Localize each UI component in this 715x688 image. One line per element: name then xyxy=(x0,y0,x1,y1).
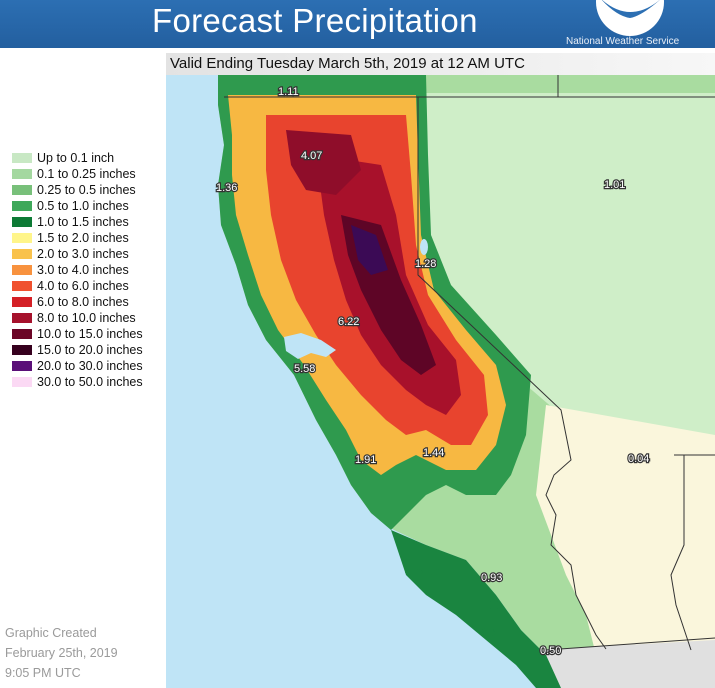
value-label: 0.50 xyxy=(540,645,561,657)
legend-item: 4.0 to 6.0 inches xyxy=(12,278,143,294)
legend-item: Up to 0.1 inch xyxy=(12,150,143,166)
nws-logo-icon xyxy=(596,0,664,36)
value-label: 4.07 xyxy=(301,150,322,162)
legend-label: Up to 0.1 inch xyxy=(37,151,115,165)
legend-item: 0.25 to 0.5 inches xyxy=(12,182,143,198)
channel-island xyxy=(483,630,495,636)
valid-time-text: Valid Ending Tuesday March 5th, 2019 at … xyxy=(170,55,525,72)
legend-item: 8.0 to 10.0 inches xyxy=(12,310,143,326)
state-border xyxy=(224,96,607,650)
nevada-light-zone xyxy=(424,93,715,465)
legend-label: 0.25 to 0.5 inches xyxy=(37,183,136,197)
channel-island xyxy=(405,569,423,575)
legend-swatch xyxy=(12,217,32,227)
legend-swatch xyxy=(12,201,32,211)
legend-label: 0.5 to 1.0 inches xyxy=(37,199,129,213)
legend-swatch xyxy=(12,249,32,259)
legend-item: 20.0 to 30.0 inches xyxy=(12,358,143,374)
legend-swatch xyxy=(12,361,32,371)
value-label: 1.28 xyxy=(415,258,436,270)
legend-swatch xyxy=(12,313,32,323)
max-purple-core xyxy=(351,225,388,275)
legend-swatch xyxy=(12,377,32,387)
legend-item: 15.0 to 20.0 inches xyxy=(12,342,143,358)
legend-label: 30.0 to 50.0 inches xyxy=(37,375,143,389)
header-bar: Forecast Precipitation National Weather … xyxy=(0,0,715,48)
legend: Up to 0.1 inch 0.1 to 0.25 inches 0.25 to … xyxy=(12,150,143,390)
value-label: 1.11 xyxy=(278,86,299,98)
legend-item: 2.0 to 3.0 inches xyxy=(12,246,143,262)
legend-label: 20.0 to 30.0 inches xyxy=(37,359,143,373)
value-label: 1.44 xyxy=(423,447,444,459)
sf-bay xyxy=(284,333,336,359)
value-label: 0.04 xyxy=(628,453,649,465)
agency-name: National Weather Service xyxy=(566,36,680,47)
channel-island xyxy=(427,569,441,575)
value-label: 1.01 xyxy=(604,179,625,191)
legend-swatch xyxy=(12,265,32,275)
legend-item: 0.1 to 0.25 inches xyxy=(12,166,143,182)
value-label: 1.91 xyxy=(355,454,376,466)
legend-swatch xyxy=(12,281,32,291)
legend-label: 1.5 to 2.0 inches xyxy=(37,231,129,245)
valid-time-bar: Valid Ending Tuesday March 5th, 2019 at … xyxy=(166,53,715,75)
legend-item: 1.5 to 2.0 inches xyxy=(12,230,143,246)
legend-item: 10.0 to 15.0 inches xyxy=(12,326,143,342)
legend-swatch xyxy=(12,329,32,339)
legend-swatch xyxy=(12,153,32,163)
legend-label: 1.0 to 1.5 inches xyxy=(37,215,129,229)
legend-label: 3.0 to 4.0 inches xyxy=(37,263,129,277)
value-label: 5.58 xyxy=(294,363,315,375)
legend-label: 15.0 to 20.0 inches xyxy=(37,343,143,357)
credit-line2: February 25th, 2019 xyxy=(5,646,118,660)
legend-item: 3.0 to 4.0 inches xyxy=(12,262,143,278)
legend-item: 1.0 to 1.5 inches xyxy=(12,214,143,230)
legend-item: 6.0 to 8.0 inches xyxy=(12,294,143,310)
channel-island xyxy=(487,601,501,609)
value-label: 0.93 xyxy=(481,572,502,584)
legend-item: 0.5 to 1.0 inches xyxy=(12,198,143,214)
state-border xyxy=(670,455,692,651)
legend-label: 2.0 to 3.0 inches xyxy=(37,247,129,261)
legend-label: 6.0 to 8.0 inches xyxy=(37,295,129,309)
legend-label: 8.0 to 10.0 inches xyxy=(37,311,136,325)
legend-swatch xyxy=(12,297,32,307)
legend-label: 0.1 to 0.25 inches xyxy=(37,167,136,181)
mexico-area xyxy=(536,640,715,688)
page-title: Forecast Precipitation xyxy=(152,2,478,39)
legend-item: 30.0 to 50.0 inches xyxy=(12,374,143,390)
legend-swatch xyxy=(12,345,32,355)
legend-swatch xyxy=(12,185,32,195)
legend-swatch xyxy=(12,169,32,179)
legend-swatch xyxy=(12,233,32,243)
value-label: 1.36 xyxy=(216,182,237,194)
credit-line3: 9:05 PM UTC xyxy=(5,666,81,680)
legend-label: 4.0 to 6.0 inches xyxy=(37,279,129,293)
lake-tahoe xyxy=(420,239,428,255)
desert-dry-zone xyxy=(536,405,715,688)
value-label: 6.22 xyxy=(338,316,359,328)
legend-label: 10.0 to 15.0 inches xyxy=(37,327,143,341)
precipitation-map: 1.11 4.07 1.36 1.01 1.28 6.22 5.58 1.91 … xyxy=(166,75,715,688)
mexico-border xyxy=(545,637,715,651)
credit-line1: Graphic Created xyxy=(5,626,97,640)
north-coast-core xyxy=(286,130,361,195)
